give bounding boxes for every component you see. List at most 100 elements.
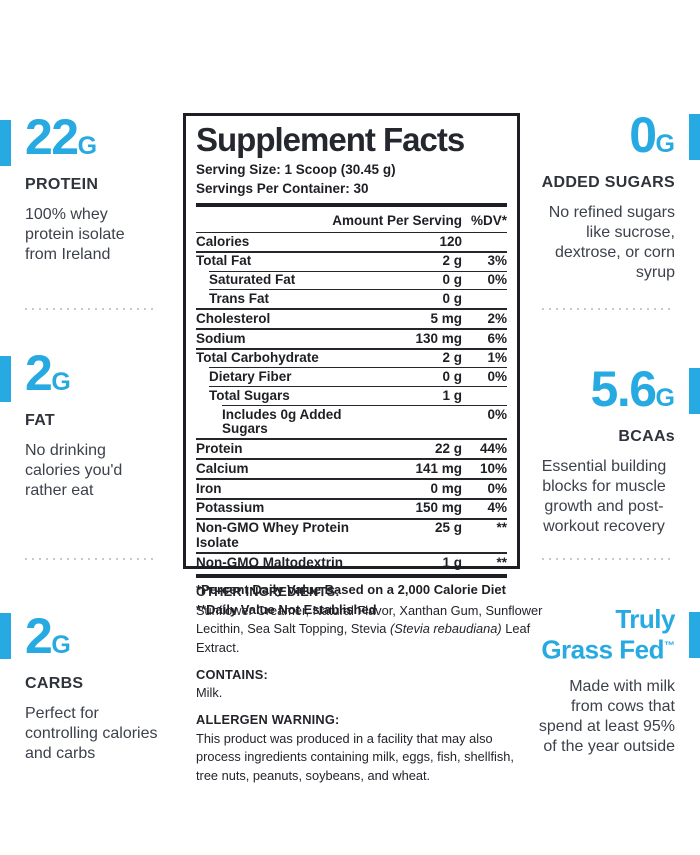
nutrient-label: Cholesterol: [196, 310, 271, 326]
nutrient-label: Non-GMO Maltodextrin: [196, 554, 343, 570]
latin-name: (Stevia rebaudiana): [389, 621, 502, 636]
nutrient-amount: 5 mg: [430, 310, 462, 326]
other-ingredients-body: Sunflower Creamer, Natural Flavor, Xanth…: [196, 602, 543, 655]
added-sugars-description: No refined sugars like sucrose, dextrose…: [548, 204, 675, 281]
gram-unit: G: [655, 384, 675, 412]
nutrient-amount: 2 g: [442, 253, 462, 269]
bcaas-grams: 5.6G: [590, 361, 675, 417]
nutrient-amount: 150 mg: [415, 500, 462, 516]
allergen-warning-body: This product was produced in a facility …: [196, 730, 514, 783]
nutrient-amount: 120: [439, 233, 462, 249]
nutrient-row: Total Fat 2 g 3%: [196, 250, 507, 271]
nutrient-label: Dietary Fiber: [209, 369, 292, 385]
nutrient-label: Iron: [196, 480, 222, 496]
nutrient-dv: 0%: [487, 480, 507, 496]
nutrient-label: Total Fat: [196, 253, 252, 269]
callout-added-sugars: 0G ADDED SUGARS No refined sugars like s…: [533, 110, 675, 283]
nutrient-row: Calcium 141 mg 10%: [196, 458, 507, 478]
nutrient-row: Trans Fat 0 g: [209, 289, 507, 308]
carbs-heading: CARBS: [25, 675, 84, 692]
divider-thick: [196, 203, 507, 207]
nutrient-row: Total Sugars 1 g: [209, 386, 507, 405]
nutrient-label: Sodium: [196, 330, 246, 346]
dotted-divider: [542, 558, 675, 560]
panel-title: Supplement Facts: [196, 121, 465, 158]
nutrient-dv: 0%: [487, 272, 507, 288]
dotted-divider: [25, 308, 158, 310]
nutrient-label: Protein: [196, 441, 243, 456]
nutrient-row: Includes 0g Added Sugars 0%: [222, 405, 507, 438]
nutrient-amount: 0 g: [442, 272, 462, 288]
grass-fed-description: Made with milk from cows that spend at l…: [538, 677, 675, 755]
nutrient-label: Total Carbohydrate: [196, 350, 319, 366]
allergen-section: ALLERGEN WARNING: This product was produ…: [196, 711, 526, 785]
nutrient-row: Potassium 150 mg 4%: [196, 497, 507, 518]
nutrient-dv: 6%: [487, 330, 507, 346]
nutrient-row: Total Carbohydrate 2 g 1%: [196, 347, 507, 368]
protein-description: 100% whey protein isolate from Ireland: [25, 206, 125, 263]
nutrient-amount: 0 g: [442, 290, 462, 306]
nutrient-row: Non-GMO Whey Protein Isolate 25 g **: [196, 517, 507, 552]
nutrient-label: Potassium: [196, 500, 265, 516]
dotted-divider: [542, 308, 675, 310]
nutrient-row: Non-GMO Maltodextrin 1 g **: [196, 551, 507, 572]
nutrient-dv: **: [496, 554, 507, 570]
dv-column-header: %DV*: [470, 213, 507, 228]
dotted-divider: [25, 558, 158, 560]
added-sugars-heading: ADDED SUGARS: [541, 174, 675, 191]
gram-unit: G: [655, 130, 675, 158]
contains-section: CONTAINS: Milk.: [196, 666, 526, 703]
contains-body: Milk.: [196, 685, 223, 700]
nutrient-amount: 25 g: [434, 520, 462, 536]
footnote-daily-value: *Percent Daily Value Based on a 2,000 Ca…: [196, 582, 506, 598]
nutrient-row: Sodium 130 mg 6%: [196, 327, 507, 348]
nutrient-label: Total Sugars: [209, 387, 290, 403]
nutrient-dv: 2%: [487, 310, 507, 326]
callout-grass-fed: Truly Grass Fed™ Made with milk from cow…: [533, 604, 676, 757]
nutrient-dv: 0%: [487, 406, 507, 422]
protein-grams: 22G: [25, 109, 98, 165]
callout-bcaas: 5.6G BCAAs Essential building blocks for…: [533, 364, 675, 537]
nutrient-row: Saturated Fat 0 g 0%: [209, 270, 507, 290]
accent-bar: [689, 114, 700, 160]
nutrient-dv: 10%: [479, 460, 507, 476]
nutrient-dv: 1%: [487, 350, 507, 366]
nutrient-amount: 1 g: [442, 554, 462, 570]
accent-bar: [0, 613, 11, 659]
allergen-warning-heading: ALLERGEN WARNING:: [196, 712, 340, 727]
accent-bar: [689, 612, 700, 658]
amount-column-header: Amount Per Serving: [332, 213, 462, 228]
nutrient-label: Includes 0g Added Sugars: [222, 406, 342, 437]
nutrient-label: Non-GMO Whey Protein Isolate: [196, 520, 349, 550]
contains-heading: CONTAINS:: [196, 666, 268, 682]
nutrient-label: Calories: [196, 233, 250, 249]
other-ingredients-section: OTHER INGREDIENTS: Sunflower Creamer, Na…: [196, 583, 543, 657]
accent-bar: [0, 356, 11, 402]
bcaas-heading: BCAAs: [618, 428, 675, 445]
bcaas-description: Essential building blocks for muscle gro…: [541, 458, 667, 535]
nutrient-row: Calories 120: [196, 232, 507, 251]
gram-unit: G: [51, 368, 71, 396]
nutrient-row: Iron 0 mg 0%: [196, 477, 507, 498]
servings-per-container: Servings Per Container: 30: [196, 180, 369, 196]
nutrient-dv: 4%: [487, 500, 507, 516]
added-sugars-grams: 0G: [629, 107, 675, 163]
footnote-not-established: **Daily Value Not Established: [196, 602, 377, 618]
nutrient-amount: 1 g: [442, 387, 462, 403]
accent-bar: [689, 368, 700, 414]
nutrient-dv: **: [496, 520, 507, 536]
supplement-facts-panel: Supplement Facts Serving Size: 1 Scoop (…: [183, 113, 520, 617]
fat-grams: 2G: [25, 345, 71, 401]
nutrient-amount: 130 mg: [415, 330, 462, 346]
nutrient-amount: 0 mg: [430, 480, 462, 496]
nutrient-amount: 0 g: [442, 369, 462, 385]
other-ingredients-heading: OTHER INGREDIENTS:: [196, 584, 340, 599]
grass-fed-title: Truly Grass Fed™: [541, 604, 675, 665]
carbs-description: Perfect for controlling calories and car…: [25, 705, 158, 762]
nutrient-label: Trans Fat: [209, 290, 270, 306]
trademark-symbol: ™: [664, 640, 675, 652]
ingredients-info: OTHER INGREDIENTS: Sunflower Creamer, Na…: [196, 583, 543, 794]
protein-heading: PROTEIN: [25, 176, 99, 193]
callout-carbs: 2G CARBS Perfect for controlling calorie…: [25, 611, 167, 764]
nutrient-row: Protein 22 g 44%: [196, 438, 507, 458]
